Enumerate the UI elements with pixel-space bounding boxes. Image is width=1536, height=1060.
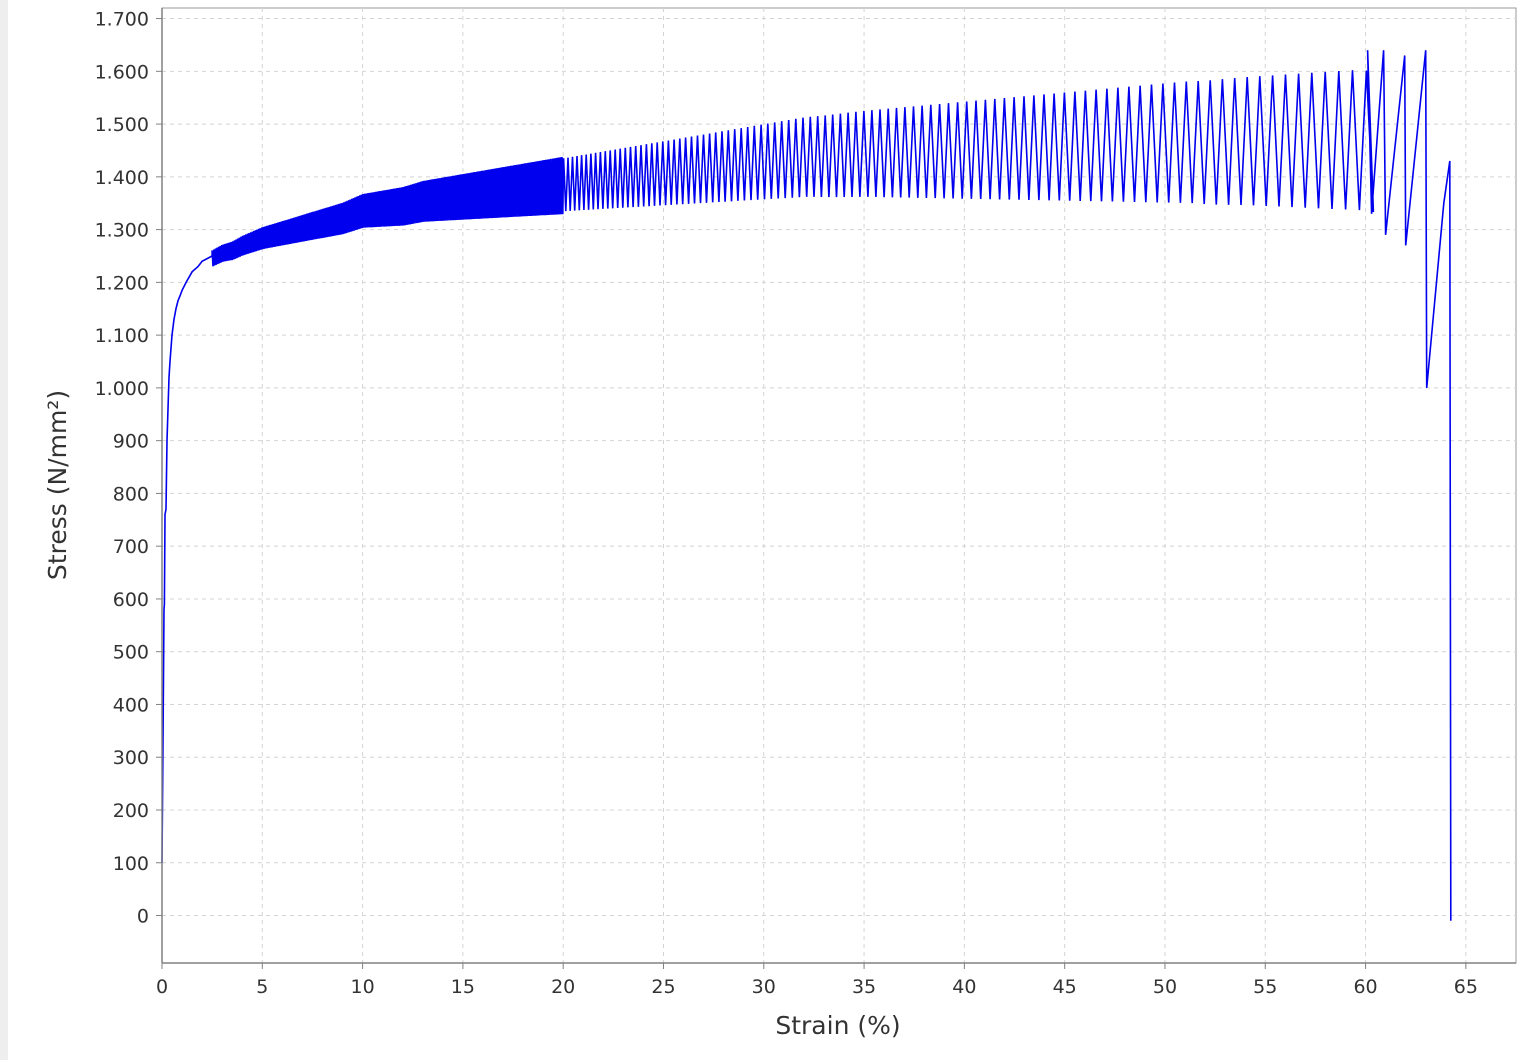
x-tick-label: 55 bbox=[1253, 976, 1277, 998]
y-tick-label: 500 bbox=[113, 642, 149, 664]
y-tick-label: 700 bbox=[113, 536, 149, 558]
y-tick-label: 400 bbox=[113, 694, 149, 716]
x-tick-label: 60 bbox=[1353, 976, 1377, 998]
x-tick-label: 5 bbox=[256, 976, 268, 998]
chart-panel: 0 5 10 15 20 25 30 35 40 45 50 55 60 65 0 100 200 300 400… bbox=[8, 0, 1536, 1060]
x-tick-label: 50 bbox=[1153, 976, 1177, 998]
x-tick-label: 25 bbox=[651, 976, 675, 998]
y-tick-label: 1.300 bbox=[95, 220, 149, 242]
y-tick-label: 200 bbox=[113, 800, 149, 822]
y-tick-label: 900 bbox=[113, 431, 149, 453]
y-tick-label: 1.000 bbox=[95, 378, 149, 400]
y-axis-ticks: 0 100 200 300 400 500 600 700 800 900 1.000 1.100 1.… bbox=[95, 9, 162, 928]
y-tick-label: 800 bbox=[113, 483, 149, 505]
x-tick-label: 0 bbox=[156, 976, 168, 998]
y-tick-label: 600 bbox=[113, 589, 149, 611]
y-tick-label: 1.600 bbox=[95, 61, 149, 83]
y-tick-label: 1.700 bbox=[95, 9, 149, 31]
y-tick-label: 1.400 bbox=[95, 167, 149, 189]
y-tick-label: 1.100 bbox=[95, 325, 149, 347]
x-tick-label: 35 bbox=[852, 976, 876, 998]
y-tick-label: 300 bbox=[113, 747, 149, 769]
x-tick-label: 15 bbox=[451, 976, 475, 998]
y-axis-title: Stress (N/mm²) bbox=[43, 390, 72, 580]
stress-strain-series bbox=[161, 50, 1452, 921]
x-axis-title: Strain (%) bbox=[775, 1011, 900, 1040]
x-tick-label: 40 bbox=[952, 976, 976, 998]
y-tick-label: 0 bbox=[137, 906, 149, 928]
x-axis-ticks: 0 5 10 15 20 25 30 35 40 45 50 55 60 65 bbox=[156, 963, 1478, 998]
x-tick-label: 20 bbox=[551, 976, 575, 998]
y-tick-label: 100 bbox=[113, 853, 149, 875]
y-tick-label: 1.500 bbox=[95, 114, 149, 136]
y-tick-label: 1.200 bbox=[95, 272, 149, 294]
x-tick-label: 45 bbox=[1053, 976, 1077, 998]
stress-strain-chart: 0 5 10 15 20 25 30 35 40 45 50 55 60 65 0 100 200 300 400… bbox=[43, 7, 1517, 1040]
x-tick-label: 10 bbox=[350, 976, 374, 998]
x-tick-label: 30 bbox=[752, 976, 776, 998]
series-layer bbox=[161, 50, 1452, 921]
x-tick-label: 65 bbox=[1454, 976, 1478, 998]
